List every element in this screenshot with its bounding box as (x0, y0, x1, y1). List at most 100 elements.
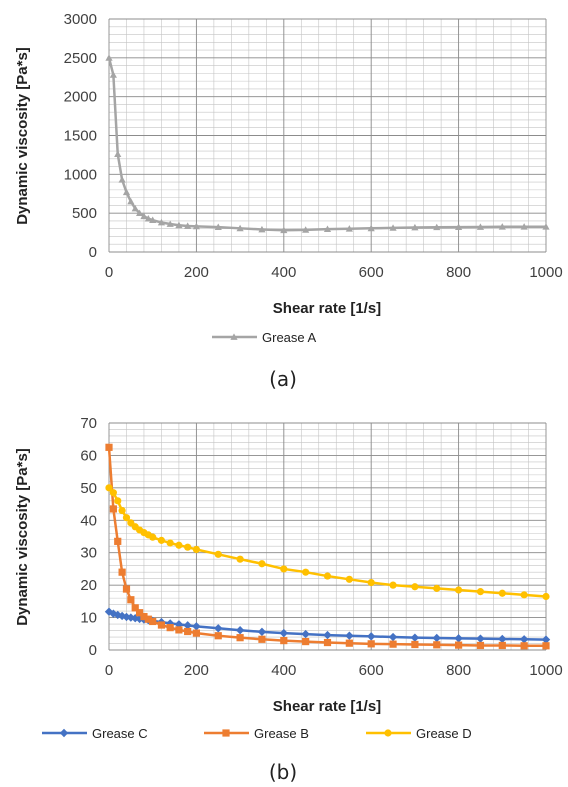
point-grease-b (157, 621, 166, 629)
point-grease-b (498, 641, 506, 650)
point-grease-c (113, 610, 122, 620)
point-grease-a (127, 197, 135, 205)
chart-b-caption: (b) (269, 760, 297, 784)
point-grease-c (476, 634, 485, 643)
point-grease-a (166, 220, 174, 227)
point-grease-d (498, 589, 506, 597)
chart-a-x-ticks: 0 200 400 600 800 1000 (105, 264, 563, 281)
chart-a-y-tick-label: 0 (89, 244, 97, 261)
point-grease-a (411, 223, 419, 231)
point-grease-b (411, 640, 419, 649)
point-grease-c (432, 633, 441, 643)
chart-b-y-tick-label: 0 (89, 642, 97, 659)
point-grease-a (118, 176, 126, 183)
point-grease-b (131, 604, 139, 612)
point-grease-d (192, 545, 200, 554)
point-grease-d (455, 586, 463, 594)
series-line-grease-b (107, 447, 546, 648)
point-grease-b (302, 637, 310, 646)
legend-label-grease-c: Grease C (92, 726, 148, 741)
chart-a-y-tick-label: 3000 (64, 11, 97, 28)
point-grease-a (149, 216, 157, 224)
point-grease-b (135, 609, 144, 617)
chart-b-y-tick-label: 10 (80, 610, 97, 627)
point-grease-b (323, 638, 332, 647)
point-grease-d (542, 592, 550, 601)
point-grease-a (433, 223, 441, 231)
point-grease-a (175, 221, 183, 229)
chart-a-x-tick-label: 0 (105, 264, 113, 281)
point-grease-b (184, 627, 192, 636)
legend-marker-grease-a (230, 333, 238, 340)
point-grease-c (279, 628, 288, 638)
chart-a-x-tick-label: 600 (359, 264, 384, 281)
chart-b-x-tick-label: 600 (359, 662, 384, 679)
chart-b-x-tick-label: 0 (105, 662, 113, 679)
point-grease-b (476, 641, 485, 650)
point-grease-b (455, 641, 463, 649)
chart-b-y-tick-label: 70 (80, 415, 97, 432)
chart-a-y-axis-title: Dynamic viscosity [Pa*s] (14, 47, 31, 225)
chart-a-caption: (a) (269, 367, 297, 391)
chart-a-grid (108, 18, 547, 253)
point-grease-b (105, 443, 113, 451)
point-grease-a (114, 150, 122, 158)
point-grease-a (140, 212, 148, 220)
chart-a-x-tick-label: 800 (446, 264, 471, 281)
point-grease-b (109, 505, 117, 513)
chart-b-grid (108, 422, 547, 651)
series-line-grease-d (108, 487, 547, 598)
point-grease-c (174, 620, 184, 629)
chart-a-x-tick-label: 1000 (529, 264, 562, 281)
point-grease-c (388, 632, 398, 642)
point-grease-d (105, 484, 113, 492)
legend-item-grease-c: Grease C (42, 726, 148, 741)
legend-marker-grease-d (384, 729, 392, 737)
chart-b-y-tick-label: 60 (80, 447, 97, 464)
chart-a-y-ticks: 0 500 1000 1500 2000 2500 3000 (64, 11, 97, 261)
point-grease-b (149, 617, 157, 626)
point-grease-a (280, 226, 288, 234)
chart-b: 0 10 20 30 40 50 60 70 0 200 400 600 800 1000 Shear … (14, 415, 563, 784)
point-grease-d (433, 584, 441, 592)
point-grease-d (323, 572, 332, 580)
point-grease-d (118, 506, 126, 515)
series-line-grease-a (107, 57, 546, 232)
point-grease-b (127, 596, 135, 604)
chart-b-y-ticks: 0 10 20 30 40 50 60 70 (80, 415, 97, 659)
point-grease-d (122, 514, 131, 522)
chart-a-y-tick-label: 1000 (64, 166, 97, 183)
point-grease-a (323, 225, 332, 232)
legend-marker-grease-c (59, 728, 69, 738)
point-grease-c (519, 635, 529, 644)
point-grease-a (135, 209, 144, 217)
point-grease-a (105, 54, 113, 61)
point-grease-b (236, 634, 244, 642)
chart-a-x-tick-label: 400 (271, 264, 296, 281)
point-grease-b (118, 568, 126, 576)
point-grease-d (175, 541, 183, 549)
chart-b-x-tick-label: 400 (271, 662, 296, 679)
point-grease-d (157, 536, 166, 544)
point-grease-c (135, 614, 144, 624)
point-grease-c (410, 633, 420, 642)
chart-a-x-tick-label: 200 (184, 264, 209, 281)
point-grease-b (542, 642, 550, 650)
point-grease-c (214, 624, 223, 633)
point-grease-c (109, 609, 118, 618)
point-grease-a (214, 223, 222, 231)
point-grease-d (345, 575, 353, 583)
point-grease-d (166, 539, 174, 547)
chart-b-y-tick-label: 30 (80, 545, 97, 562)
point-grease-b (214, 632, 222, 640)
chart-a-y-tick-label: 500 (72, 205, 97, 222)
chart-b-x-tick-label: 1000 (529, 662, 562, 679)
point-grease-c (192, 622, 201, 631)
legend-item-grease-d: Grease D (366, 726, 472, 741)
point-grease-a (258, 225, 266, 233)
legend-label-grease-d: Grease D (416, 726, 472, 741)
point-grease-c (131, 614, 140, 623)
chart-a-legend: Grease A (212, 330, 317, 345)
legend-marker-grease-b (222, 729, 230, 737)
